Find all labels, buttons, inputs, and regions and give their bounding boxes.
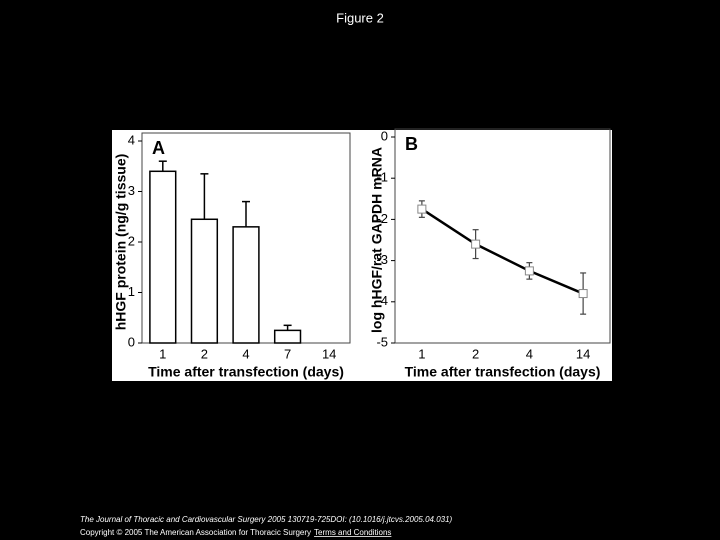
x-tick-label: 14 (322, 346, 336, 361)
y-tick-label: 3 (128, 183, 135, 198)
y-tick-label: 0 (381, 128, 388, 143)
y-tick-label: -4 (376, 293, 388, 308)
y-tick-label: 4 (128, 132, 135, 147)
terms-link[interactable]: Terms and Conditions (314, 528, 391, 537)
y-tick-label: -5 (376, 334, 388, 349)
x-tick-label: 1 (418, 346, 425, 361)
copyright-text: Copyright © 2005 The American Associatio… (80, 528, 311, 537)
x-tick-label: 2 (472, 346, 479, 361)
x-tick-label: 4 (526, 346, 533, 361)
x-tick-label: 7 (284, 346, 291, 361)
y-axis-title: log hHGF/rat GAPDH mRNA (369, 147, 385, 333)
y-tick-label: 0 (128, 334, 135, 349)
x-tick-label: 1 (159, 346, 166, 361)
plot-frame (394, 128, 611, 344)
citation: The Journal of Thoracic and Cardiovascul… (80, 515, 453, 524)
marker (417, 204, 427, 214)
bar (190, 218, 219, 344)
line (421, 208, 584, 295)
panel-label: A (152, 138, 165, 158)
marker (578, 289, 588, 299)
panel-label: B (405, 134, 418, 154)
bar (232, 226, 260, 344)
y-tick-label: -1 (376, 170, 388, 185)
y-tick-label: 1 (128, 284, 135, 299)
x-tick-label: 2 (201, 346, 208, 361)
x-tick-label: 4 (242, 346, 249, 361)
marker (471, 239, 481, 249)
y-tick-label: -3 (376, 252, 388, 267)
bar (149, 170, 177, 344)
marker (524, 266, 534, 276)
y-axis-title: hHGF protein (ng/g tissue) (113, 154, 129, 331)
y-tick-label: 2 (128, 233, 135, 248)
copyright: Copyright © 2005 The American Associatio… (80, 528, 391, 537)
x-axis-title: Time after transfection (days) (405, 364, 601, 380)
x-axis-title: Time after transfection (days) (148, 364, 344, 380)
y-tick-label: -2 (376, 211, 388, 226)
slide-title: Figure 2 (336, 10, 384, 25)
bar (273, 329, 302, 344)
x-tick-label: 14 (576, 346, 590, 361)
